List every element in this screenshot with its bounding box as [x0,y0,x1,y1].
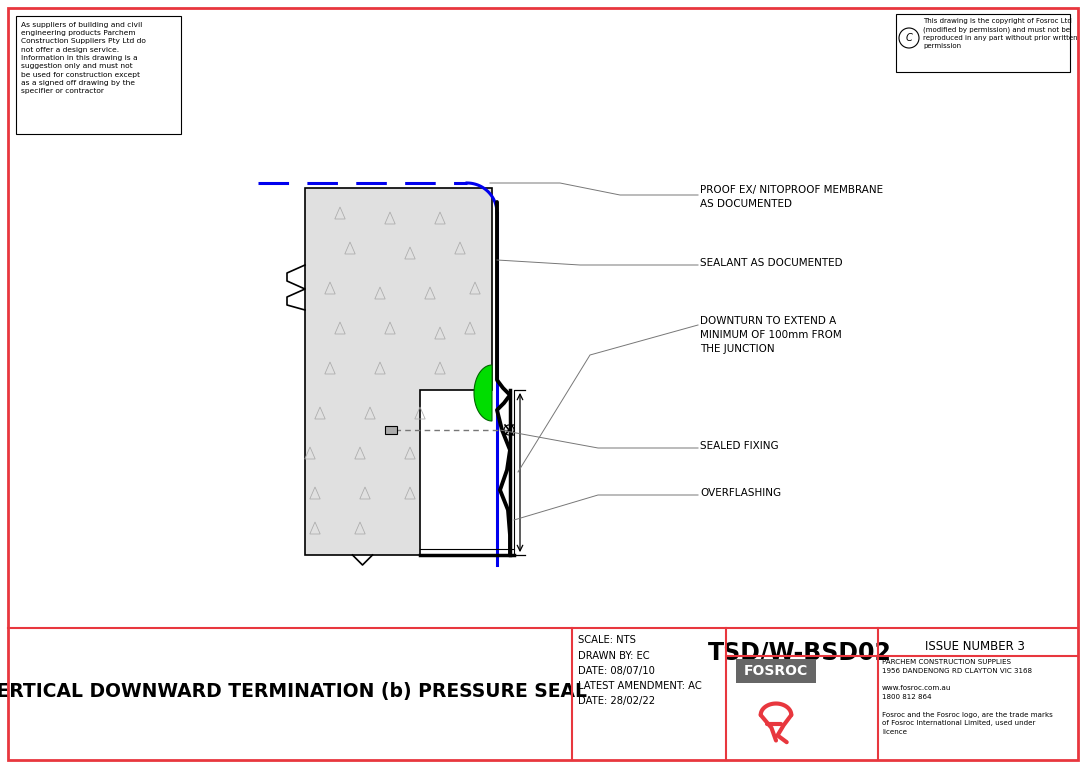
Text: SEALANT AS DOCUMENTED: SEALANT AS DOCUMENTED [700,258,843,268]
Bar [16,16,181,134]
Text: SEALED FIXING: SEALED FIXING [700,441,779,451]
Text: DOWNTURN TO EXTEND A
MINIMUM OF 100mm FROM
THE JUNCTION: DOWNTURN TO EXTEND A MINIMUM OF 100mm FR… [700,316,842,354]
Circle shape [899,28,919,48]
Text: PARCHEM CONSTRUCTION SUPPLIES
1956 DANDENONG RD CLAYTON VIC 3168

www.fosroc.com: PARCHEM CONSTRUCTION SUPPLIES 1956 DANDE… [882,659,1052,735]
Bar [896,14,1070,72]
Text: ISSUE NUMBER 3: ISSUE NUMBER 3 [925,640,1025,653]
Text: VERTICAL DOWNWARD TERMINATION (b) PRESSURE SEAL: VERTICAL DOWNWARD TERMINATION (b) PRESSU… [0,683,588,701]
Text: DRAWN BY: EC: DRAWN BY: EC [578,651,649,661]
Text: TSD/W-BSD02: TSD/W-BSD02 [708,640,892,664]
Text: DATE: 28/02/22: DATE: 28/02/22 [578,696,655,706]
Text: DATE: 08/07/10: DATE: 08/07/10 [578,666,655,676]
Text: LATEST AMENDMENT: AC: LATEST AMENDMENT: AC [578,681,702,691]
Text: PROOF EX/ NITOPROOF MEMBRANE
AS DOCUMENTED: PROOF EX/ NITOPROOF MEMBRANE AS DOCUMENT… [700,185,883,209]
Text: OVERFLASHING: OVERFLASHING [700,488,781,498]
Bar [386,426,397,434]
Text: As suppliers of building and civil
engineering products Parchem
Construction Sup: As suppliers of building and civil engin… [21,22,146,94]
Text: C: C [906,33,912,43]
Text: This drawing is the copyright of Fosroc Ltd
(modified by permission) and must no: This drawing is the copyright of Fosroc … [923,18,1077,49]
Polygon shape [305,188,492,555]
Bar [736,659,816,683]
Polygon shape [473,365,492,421]
Text: FOSROC: FOSROC [744,664,808,678]
Text: SCALE: NTS: SCALE: NTS [578,635,636,645]
